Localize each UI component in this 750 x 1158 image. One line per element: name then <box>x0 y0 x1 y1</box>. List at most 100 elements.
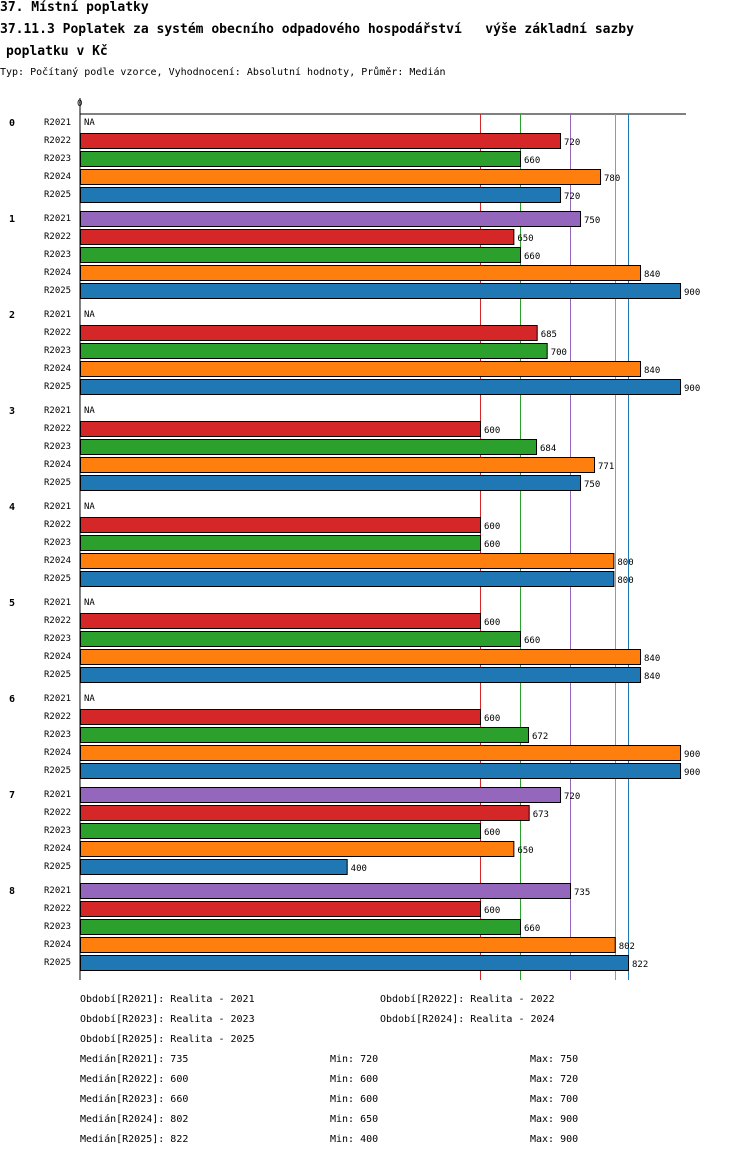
bar-value-label: 600 <box>484 906 500 916</box>
legend-median-r2022: Medián[R2022]: 600 <box>80 1074 189 1085</box>
legend-period-r2022: Období[R2022]: Realita - 2022 <box>380 994 555 1005</box>
legend-period-r2023: Období[R2023]: Realita - 2023 <box>80 1014 255 1025</box>
series-label: R2023 <box>44 922 71 932</box>
series-label: R2022 <box>44 712 71 722</box>
series-label: R2025 <box>44 478 71 488</box>
legend-median-r2021: Medián[R2021]: 735 <box>80 1054 189 1065</box>
legend-min-r2025: Min: 400 <box>330 1134 379 1145</box>
bar-value-label: 660 <box>524 252 540 262</box>
series-label: R2024 <box>44 460 71 470</box>
na-label: NA <box>84 118 95 128</box>
bar-value-label: 660 <box>524 924 540 934</box>
bar-value-label: 600 <box>484 426 500 436</box>
series-label: R2025 <box>44 286 71 296</box>
bar-value-label: 600 <box>484 522 500 532</box>
series-label: R2024 <box>44 172 71 182</box>
bar-value-label: 720 <box>564 192 580 202</box>
series-label: R2025 <box>44 574 71 584</box>
legend-max-r2024: Max: 900 <box>530 1114 579 1125</box>
category-label-7: 7 <box>9 790 15 801</box>
series-label: R2022 <box>44 136 71 146</box>
bar <box>80 667 642 683</box>
bar <box>80 631 522 647</box>
bar <box>80 133 562 149</box>
series-label: R2023 <box>44 538 71 548</box>
bar-value-label: 900 <box>684 384 700 394</box>
bar <box>80 649 642 665</box>
bar-value-label: 750 <box>584 480 600 490</box>
bar-value-label: 684 <box>540 444 556 454</box>
series-label: R2021 <box>44 118 71 128</box>
na-label: NA <box>84 406 95 416</box>
series-label: R2021 <box>44 406 71 416</box>
category-label-2: 2 <box>9 310 15 321</box>
series-label: R2022 <box>44 424 71 434</box>
series-label: R2022 <box>44 904 71 914</box>
bar <box>80 475 582 491</box>
bar <box>80 169 602 185</box>
series-label: R2024 <box>44 940 71 950</box>
bar <box>80 787 562 803</box>
series-label: R2022 <box>44 520 71 530</box>
bar <box>80 937 616 953</box>
bar <box>80 571 615 587</box>
legend-period-r2025: Období[R2025]: Realita - 2025 <box>80 1034 255 1045</box>
bar <box>80 247 522 263</box>
bar <box>80 439 538 455</box>
series-label: R2023 <box>44 634 71 644</box>
bar-value-label: 600 <box>484 714 500 724</box>
bar-value-label: 600 <box>484 540 500 550</box>
series-label: R2024 <box>44 364 71 374</box>
na-label: NA <box>84 310 95 320</box>
bar <box>80 919 522 935</box>
bar-value-label: 800 <box>617 558 633 568</box>
bar-value-label: 840 <box>644 270 660 280</box>
bar <box>80 709 482 725</box>
series-label: R2024 <box>44 748 71 758</box>
series-label: R2021 <box>44 790 71 800</box>
legend-min-r2021: Min: 720 <box>330 1054 379 1065</box>
series-label: R2021 <box>44 502 71 512</box>
category-label-4: 4 <box>9 502 15 513</box>
bar <box>80 343 548 359</box>
bar-value-label: 840 <box>644 366 660 376</box>
bar <box>80 901 482 917</box>
bar <box>80 553 615 569</box>
bar-value-label: 700 <box>551 348 567 358</box>
chart-subtitle-line1: 37.11.3 Poplatek za systém obecního odpa… <box>0 22 634 37</box>
series-label: R2022 <box>44 616 71 626</box>
series-label: R2023 <box>44 250 71 260</box>
series-label: R2025 <box>44 766 71 776</box>
series-label: R2024 <box>44 556 71 566</box>
series-label: R2025 <box>44 862 71 872</box>
legend-max-r2022: Max: 720 <box>530 1074 579 1085</box>
series-label: R2021 <box>44 598 71 608</box>
bar-value-label: 660 <box>524 156 540 166</box>
chart-subtitle-line2: poplatku v Kč <box>6 44 108 59</box>
series-label: R2021 <box>44 694 71 704</box>
bar <box>80 535 482 551</box>
legend-max-r2021: Max: 750 <box>530 1054 579 1065</box>
category-label-6: 6 <box>9 694 15 705</box>
bar-value-label: 673 <box>533 810 549 820</box>
bar <box>80 955 630 971</box>
bar <box>80 745 682 761</box>
series-label: R2022 <box>44 232 71 242</box>
bar <box>80 325 538 341</box>
bar <box>80 727 530 743</box>
legend-min-r2023: Min: 600 <box>330 1094 379 1105</box>
category-label-1: 1 <box>9 214 15 225</box>
bar-value-label: 840 <box>644 672 660 682</box>
series-label: R2023 <box>44 730 71 740</box>
category-label-0: 0 <box>9 118 15 129</box>
bar <box>80 379 682 395</box>
bar <box>80 517 482 533</box>
legend-period-r2024: Období[R2024]: Realita - 2024 <box>380 1014 555 1025</box>
bar <box>80 229 515 245</box>
bar-value-label: 771 <box>598 462 614 472</box>
bar-value-label: 720 <box>564 138 580 148</box>
bar-value-label: 800 <box>617 576 633 586</box>
series-label: R2022 <box>44 808 71 818</box>
bar-value-label: 900 <box>684 288 700 298</box>
